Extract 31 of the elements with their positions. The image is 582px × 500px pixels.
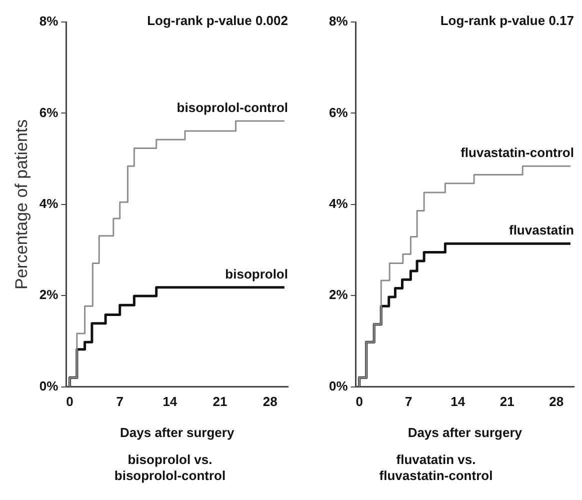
x-tick-label: 21 — [500, 394, 514, 410]
x-tick-label: 21 — [212, 394, 228, 410]
y-tick-label: 6% — [39, 104, 59, 120]
x-tick-label: 28 — [549, 394, 564, 410]
y-axis-title: Percentage of patients — [12, 119, 31, 290]
x-tick-label: 7 — [116, 394, 124, 410]
x-tick-label: 14 — [450, 394, 466, 410]
y-tick-label: 0% — [328, 378, 348, 394]
x-tick-label: 28 — [262, 394, 278, 410]
y-tick-label: 8% — [39, 14, 59, 29]
annotation: Log-rank p-value 0.17 — [440, 13, 574, 28]
series-label: bisoprolol-control — [176, 100, 288, 116]
y-tick-label: 8% — [328, 14, 348, 29]
series-label: fluvastatin-control — [460, 145, 574, 160]
x-tick-label: 0 — [356, 394, 363, 410]
x-axis-title: Days after surgery — [408, 424, 523, 440]
y-tick-label: 2% — [39, 287, 59, 302]
x-tick-label: 7 — [404, 394, 412, 410]
x-tick-label: 0 — [66, 394, 74, 410]
text: fluvatatin vs. fluvastatin-control — [378, 452, 494, 484]
y-tick-label: 0% — [39, 378, 59, 394]
y-tick-label: 6% — [328, 104, 348, 120]
text: bisoprolol vs. bisoprolol-control — [113, 452, 227, 484]
y-tick-label: 4% — [39, 196, 59, 211]
y-tick-label: 4% — [328, 196, 348, 211]
x-tick-label: 14 — [162, 394, 178, 410]
x-axis-title: Days after surgery — [120, 424, 235, 440]
y-tick-label: 2% — [328, 287, 348, 302]
annotation: Log-rank p-value 0.002 — [147, 13, 288, 28]
series-label: fluvastatin — [508, 222, 574, 238]
series-label: bisoprolol — [225, 266, 288, 282]
